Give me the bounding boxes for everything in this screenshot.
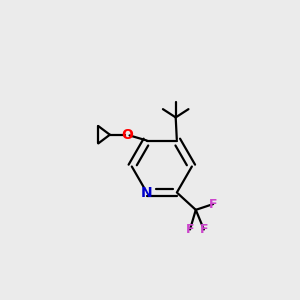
Text: N: N xyxy=(141,185,153,200)
Text: F: F xyxy=(200,223,208,236)
Text: F: F xyxy=(186,223,194,236)
Text: F: F xyxy=(209,198,218,211)
Text: O: O xyxy=(121,128,133,142)
